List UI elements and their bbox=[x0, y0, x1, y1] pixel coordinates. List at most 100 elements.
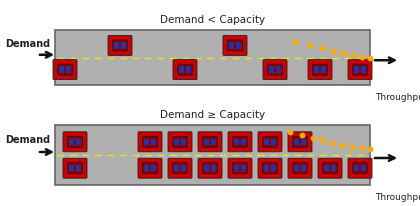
Bar bbox=[321, 66, 326, 73]
FancyBboxPatch shape bbox=[258, 132, 282, 152]
FancyBboxPatch shape bbox=[262, 163, 278, 174]
FancyBboxPatch shape bbox=[323, 163, 338, 174]
FancyBboxPatch shape bbox=[113, 40, 128, 51]
Bar bbox=[228, 42, 234, 49]
FancyBboxPatch shape bbox=[202, 136, 218, 147]
FancyBboxPatch shape bbox=[288, 132, 312, 152]
FancyBboxPatch shape bbox=[138, 158, 162, 178]
FancyBboxPatch shape bbox=[142, 136, 158, 147]
FancyBboxPatch shape bbox=[228, 158, 252, 178]
FancyBboxPatch shape bbox=[258, 158, 282, 178]
Bar bbox=[276, 66, 281, 73]
Bar bbox=[181, 139, 186, 145]
Bar bbox=[234, 139, 239, 145]
Text: Throughput = Demand: Throughput = Demand bbox=[375, 93, 420, 102]
FancyBboxPatch shape bbox=[177, 64, 193, 75]
Bar bbox=[294, 139, 299, 145]
Bar bbox=[173, 165, 179, 171]
Bar bbox=[186, 66, 191, 73]
Text: Throughput = Capacity: Throughput = Capacity bbox=[375, 193, 420, 202]
FancyBboxPatch shape bbox=[262, 136, 278, 147]
FancyBboxPatch shape bbox=[288, 158, 312, 178]
FancyBboxPatch shape bbox=[268, 64, 283, 75]
Text: Demand: Demand bbox=[5, 39, 50, 49]
FancyBboxPatch shape bbox=[168, 132, 192, 152]
FancyBboxPatch shape bbox=[227, 40, 243, 51]
FancyBboxPatch shape bbox=[198, 132, 222, 152]
Bar bbox=[354, 66, 359, 73]
Bar bbox=[55, 30, 370, 85]
Bar bbox=[314, 66, 319, 73]
Bar bbox=[236, 42, 241, 49]
Bar bbox=[301, 139, 306, 145]
Bar bbox=[76, 165, 81, 171]
Bar bbox=[66, 66, 71, 73]
FancyBboxPatch shape bbox=[138, 132, 162, 152]
FancyBboxPatch shape bbox=[172, 136, 188, 147]
FancyBboxPatch shape bbox=[308, 60, 332, 80]
Bar bbox=[264, 139, 269, 145]
Bar bbox=[144, 139, 149, 145]
Bar bbox=[354, 165, 359, 171]
Bar bbox=[204, 139, 209, 145]
FancyBboxPatch shape bbox=[312, 64, 328, 75]
Bar bbox=[361, 165, 366, 171]
Bar bbox=[173, 139, 179, 145]
Bar bbox=[204, 165, 209, 171]
Bar bbox=[144, 165, 149, 171]
Text: Demand < Capacity: Demand < Capacity bbox=[160, 15, 265, 25]
Bar bbox=[68, 165, 74, 171]
Bar bbox=[331, 165, 336, 171]
FancyBboxPatch shape bbox=[67, 136, 83, 147]
Bar bbox=[241, 165, 246, 171]
FancyBboxPatch shape bbox=[172, 163, 188, 174]
Bar bbox=[268, 66, 274, 73]
FancyBboxPatch shape bbox=[63, 132, 87, 152]
FancyBboxPatch shape bbox=[173, 60, 197, 80]
Bar bbox=[68, 139, 74, 145]
FancyBboxPatch shape bbox=[142, 163, 158, 174]
Bar bbox=[151, 139, 156, 145]
FancyBboxPatch shape bbox=[58, 64, 73, 75]
FancyBboxPatch shape bbox=[263, 60, 287, 80]
Bar bbox=[301, 165, 306, 171]
FancyBboxPatch shape bbox=[198, 158, 222, 178]
Bar bbox=[241, 139, 246, 145]
FancyBboxPatch shape bbox=[232, 163, 248, 174]
Bar bbox=[181, 165, 186, 171]
FancyBboxPatch shape bbox=[202, 163, 218, 174]
FancyBboxPatch shape bbox=[352, 64, 368, 75]
FancyBboxPatch shape bbox=[228, 132, 252, 152]
Bar bbox=[294, 165, 299, 171]
Bar bbox=[211, 139, 216, 145]
Bar bbox=[76, 139, 81, 145]
FancyBboxPatch shape bbox=[63, 158, 87, 178]
Bar bbox=[211, 165, 216, 171]
Bar bbox=[55, 125, 370, 185]
FancyBboxPatch shape bbox=[223, 35, 247, 55]
Text: Demand: Demand bbox=[5, 135, 50, 145]
Text: Demand ≥ Capacity: Demand ≥ Capacity bbox=[160, 110, 265, 120]
Bar bbox=[121, 42, 126, 49]
FancyBboxPatch shape bbox=[292, 163, 308, 174]
FancyBboxPatch shape bbox=[232, 136, 248, 147]
Bar bbox=[264, 165, 269, 171]
FancyBboxPatch shape bbox=[348, 158, 372, 178]
FancyBboxPatch shape bbox=[67, 163, 83, 174]
Bar bbox=[178, 66, 184, 73]
Bar bbox=[361, 66, 366, 73]
Bar bbox=[271, 139, 276, 145]
FancyBboxPatch shape bbox=[318, 158, 342, 178]
FancyBboxPatch shape bbox=[168, 158, 192, 178]
Bar bbox=[151, 165, 156, 171]
FancyBboxPatch shape bbox=[108, 35, 132, 55]
FancyBboxPatch shape bbox=[352, 163, 368, 174]
Bar bbox=[234, 165, 239, 171]
FancyBboxPatch shape bbox=[53, 60, 77, 80]
Bar bbox=[323, 165, 329, 171]
Bar bbox=[58, 66, 64, 73]
FancyBboxPatch shape bbox=[348, 60, 372, 80]
Bar bbox=[113, 42, 119, 49]
FancyBboxPatch shape bbox=[292, 136, 308, 147]
Bar bbox=[271, 165, 276, 171]
